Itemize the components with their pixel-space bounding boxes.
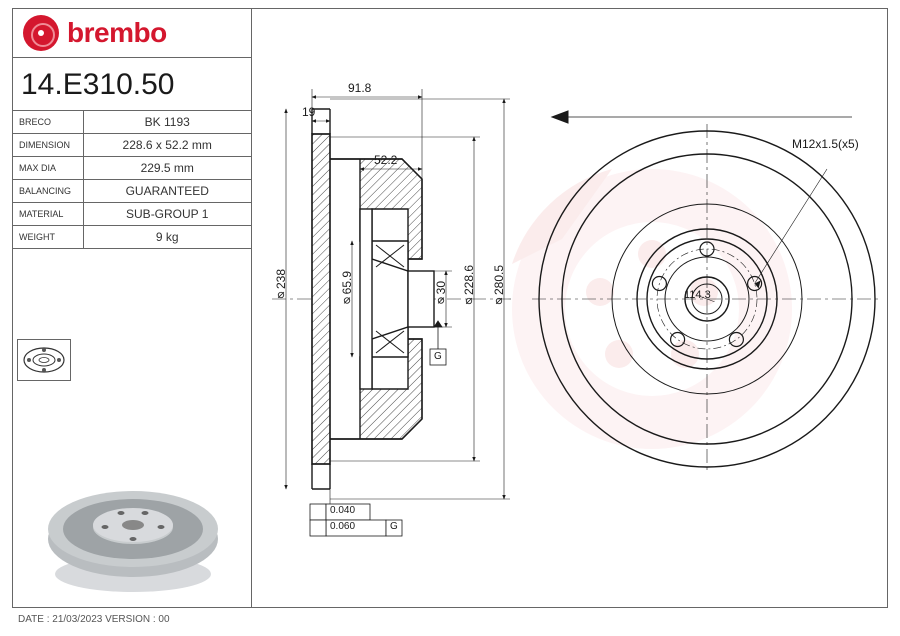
technical-drawing: ⌀ // [252, 9, 888, 607]
dim-bore-d: ⌀30 [434, 281, 448, 308]
table-row: WEIGHT9 kg [13, 226, 251, 249]
spec-label: MATERIAL [13, 203, 83, 226]
gdt-tol1: 0.040 [330, 505, 355, 516]
table-row: MATERIALSUB-GROUP 1 [13, 203, 251, 226]
table-row: DIMENSION228.6 x 52.2 mm [13, 134, 251, 157]
drawing-frame: brembo 14.E310.50 BRECOBK 1193 DIMENSION… [12, 8, 888, 608]
table-row: BRECOBK 1193 [13, 111, 251, 134]
bolt-note: M12x1.5(x5) [792, 137, 859, 151]
datum-g: G [434, 351, 442, 362]
spec-label: BALANCING [13, 180, 83, 203]
dim-inner-h: 52.2 [374, 153, 397, 167]
bearing-icon [17, 339, 71, 381]
dim-outer-d: ⌀238 [274, 269, 288, 303]
dim-flange-t: 19 [302, 105, 315, 119]
brand-row: brembo [15, 11, 167, 55]
spec-value: SUB-GROUP 1 [83, 203, 251, 226]
dim-overall-d: ⌀280.5 [492, 265, 506, 309]
spec-value: BK 1193 [83, 111, 251, 134]
spec-label: MAX DIA [13, 157, 83, 180]
spec-value: 9 kg [83, 226, 251, 249]
gdt-datum-ref: G [390, 521, 398, 532]
spec-value: 229.5 mm [83, 157, 251, 180]
product-render [33, 469, 233, 599]
spec-value: 228.6 x 52.2 mm [83, 134, 251, 157]
table-row: MAX DIA229.5 mm [13, 157, 251, 180]
pcd-dim: 114.3 [684, 289, 711, 301]
spec-value: GUARANTEED [83, 180, 251, 203]
brembo-logo-icon [23, 15, 59, 51]
brand-name: brembo [67, 17, 167, 49]
part-number: 14.E310.50 [13, 57, 251, 111]
dim-drum-id: ⌀228.6 [462, 265, 476, 309]
dim-width-top: 91.8 [348, 81, 371, 95]
footer-text: DATE : 21/03/2023 VERSION : 00 [18, 614, 170, 625]
spec-label: BRECO [13, 111, 83, 134]
dim-hub-d: ⌀65.9 [340, 271, 354, 308]
gdt-tol2: 0.060 [330, 521, 355, 532]
spec-label: WEIGHT [13, 226, 83, 249]
spec-table: BRECOBK 1193 DIMENSION228.6 x 52.2 mm MA… [13, 111, 251, 249]
table-row: BALANCINGGUARANTEED [13, 180, 251, 203]
spec-label: DIMENSION [13, 134, 83, 157]
